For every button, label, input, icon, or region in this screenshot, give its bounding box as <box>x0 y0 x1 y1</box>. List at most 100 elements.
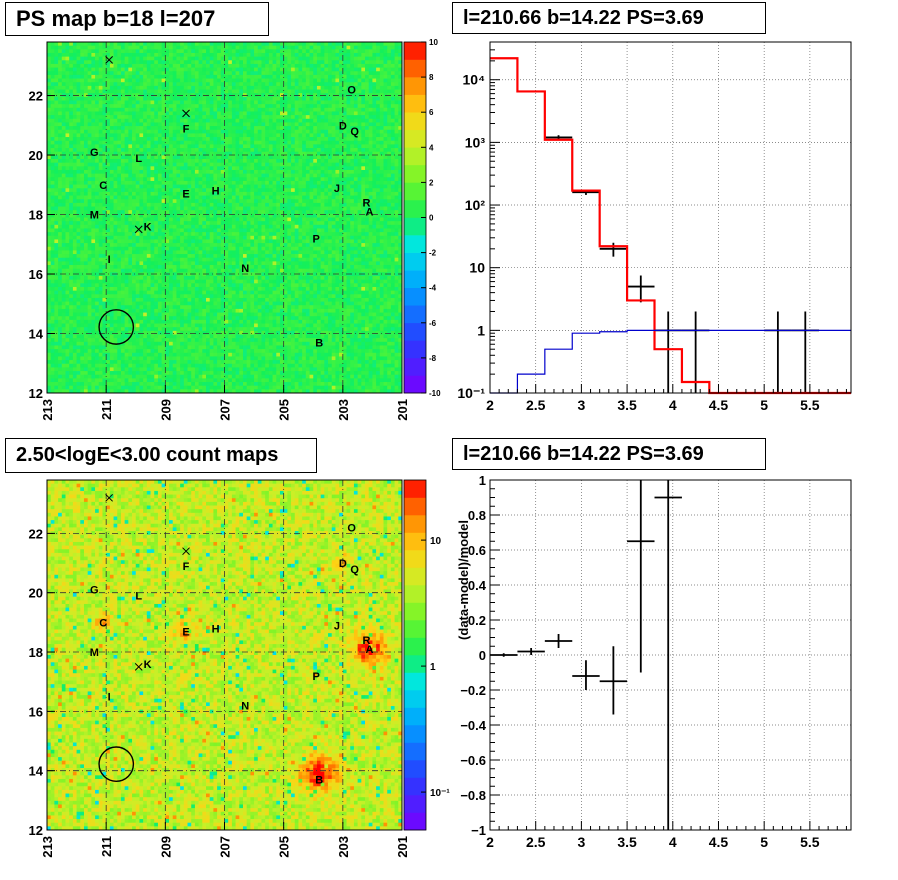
heatmap-cell <box>220 159 225 163</box>
heatmap-cell <box>72 327 77 332</box>
heatmap-cell <box>69 294 74 299</box>
heatmap-cell <box>198 378 203 383</box>
heatmap-cell <box>235 82 240 87</box>
heatmap-cell <box>172 118 177 123</box>
heatmap-cell <box>224 210 229 215</box>
heatmap-cell <box>228 276 233 280</box>
heatmap-cell <box>146 144 151 149</box>
heatmap-cell <box>69 338 74 343</box>
heatmap-cell <box>220 279 225 284</box>
heatmap-cell <box>87 228 92 233</box>
heatmap-cell <box>109 67 114 72</box>
heatmap-cell <box>135 330 140 335</box>
heatmap-cell <box>143 272 148 277</box>
heatmap-cell <box>76 257 81 262</box>
heatmap-cell <box>194 126 199 131</box>
heatmap-cell <box>165 232 170 237</box>
heatmap-cell <box>128 290 133 295</box>
heatmap-cell <box>91 104 96 109</box>
heatmap-cell <box>54 74 59 79</box>
heatmap-cell <box>198 129 203 134</box>
heatmap-cell <box>113 67 118 72</box>
heatmap-cell <box>209 297 214 302</box>
heatmap-cell <box>172 349 177 354</box>
heatmap-cell <box>194 382 199 386</box>
heatmap-cell <box>154 74 159 79</box>
heatmap-cell <box>98 56 103 61</box>
heatmap-cell <box>228 374 233 379</box>
heatmap-cell <box>95 140 100 145</box>
heatmap-cell <box>161 52 166 57</box>
heatmap-cell <box>87 316 92 321</box>
heatmap-cell <box>120 250 125 255</box>
heatmap-cell <box>228 202 233 207</box>
heatmap-cell <box>228 188 233 193</box>
heatmap-cell <box>135 338 140 343</box>
heatmap-cell <box>172 162 177 167</box>
heatmap-cell <box>106 286 111 291</box>
heatmap-cell <box>194 199 199 204</box>
heatmap-cell <box>191 67 196 72</box>
heatmap-cell <box>139 316 144 321</box>
heatmap-cell <box>91 371 96 376</box>
heatmap-cell <box>109 360 114 365</box>
heatmap-cell <box>87 276 92 280</box>
heatmap-cell <box>157 316 162 321</box>
heatmap-cell <box>213 330 218 335</box>
heatmap-cell <box>217 206 222 211</box>
heatmap-cell <box>69 323 74 328</box>
heatmap-cell <box>58 67 63 72</box>
heatmap-cell <box>58 221 63 226</box>
heatmap-cell <box>83 89 88 94</box>
heatmap-cell <box>139 330 144 335</box>
heatmap-cell <box>150 338 155 343</box>
heatmap-cell <box>61 316 66 321</box>
heatmap-cell <box>87 82 92 87</box>
heatmap-cell <box>228 63 233 68</box>
heatmap-cell <box>58 316 63 321</box>
heatmap-cell <box>183 239 188 244</box>
heatmap-cell <box>135 319 140 324</box>
heatmap-cell <box>76 52 81 57</box>
heatmap-cell <box>180 283 185 288</box>
heatmap-cell <box>65 100 70 105</box>
heatmap-cell <box>165 356 170 361</box>
heatmap-cell <box>224 268 229 273</box>
heatmap-cell <box>176 85 181 90</box>
heatmap-cell <box>143 96 148 101</box>
heatmap-cell <box>109 166 114 171</box>
heatmap-cell <box>54 243 59 248</box>
heatmap-cell <box>72 140 77 145</box>
heatmap-cell <box>128 294 133 299</box>
heatmap-cell <box>65 188 70 193</box>
heatmap-cell <box>87 232 92 237</box>
heatmap-cell <box>235 279 240 284</box>
heatmap-cell <box>194 195 199 200</box>
heatmap-cell <box>143 180 148 185</box>
heatmap-cell <box>139 180 144 185</box>
heatmap-cell <box>154 279 159 284</box>
heatmap-cell <box>132 71 137 76</box>
heatmap-cell <box>120 235 125 240</box>
heatmap-cell <box>206 151 211 156</box>
heatmap-cell <box>91 327 96 332</box>
heatmap-cell <box>206 60 211 65</box>
heatmap-cell <box>95 341 100 346</box>
heatmap-cell <box>198 206 203 211</box>
heatmap-cell <box>209 257 214 262</box>
heatmap-cell <box>165 243 170 248</box>
heatmap-cell <box>235 100 240 105</box>
heatmap-cell <box>187 49 192 54</box>
heatmap-cell <box>187 261 192 266</box>
heatmap-cell <box>69 126 74 131</box>
heatmap-cell <box>65 360 70 365</box>
heatmap-cell <box>169 341 174 346</box>
heatmap-cell <box>213 180 218 185</box>
heatmap-cell <box>98 107 103 112</box>
heatmap-cell <box>91 257 96 262</box>
heatmap-cell <box>91 378 96 383</box>
heatmap-cell <box>83 308 88 313</box>
heatmap-cell <box>202 334 207 339</box>
heatmap-cell <box>176 122 181 127</box>
heatmap-cell <box>150 254 155 259</box>
